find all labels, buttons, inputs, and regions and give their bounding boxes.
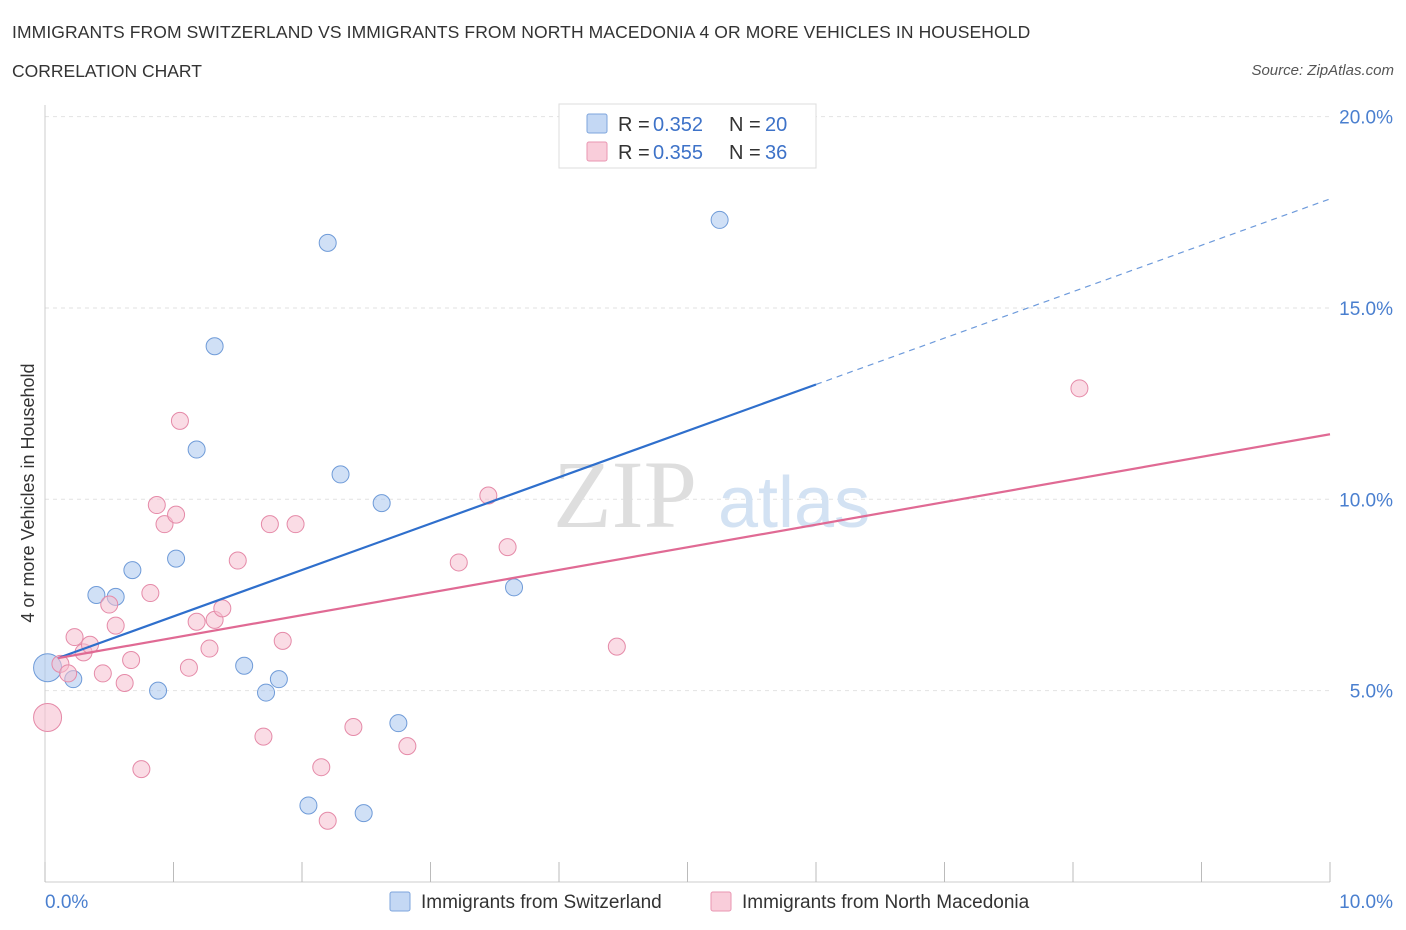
watermark-atlas: atlas	[718, 463, 870, 543]
point-north-macedonia	[273, 631, 292, 650]
point-north-macedonia	[167, 505, 186, 524]
point-north-macedonia	[318, 811, 337, 830]
trend-line-north-macedonia	[57, 433, 1331, 660]
bottom-legend-swatch-switzerland	[389, 891, 411, 912]
y-tick-labels: 5.0% 10.0% 15.0% 20.0%	[1339, 108, 1393, 703]
point-north-macedonia	[132, 760, 151, 779]
point-switzerland	[354, 804, 373, 823]
legend-n-label-1: N =	[729, 114, 761, 136]
point-switzerland	[149, 681, 168, 700]
point-north-macedonia	[115, 673, 134, 692]
legend-swatch-north-macedonia	[586, 141, 608, 162]
point-north-macedonia	[213, 599, 232, 618]
point-switzerland	[331, 465, 350, 484]
point-switzerland	[318, 233, 337, 252]
point-north-macedonia	[312, 758, 331, 777]
point-north-macedonia	[286, 515, 305, 534]
chart-subtitle: CORRELATION CHART	[12, 61, 202, 81]
y-axis-label: 4 or more Vehicles in Household	[18, 363, 38, 622]
point-north-macedonia	[33, 702, 63, 732]
bottom-legend-label-switzerland: Immigrants from Switzerland	[421, 892, 662, 913]
point-switzerland	[269, 670, 288, 689]
point-north-macedonia	[187, 612, 206, 631]
bottom-legend-swatch-north-macedonia	[710, 891, 732, 912]
legend-r-label-1: R =	[618, 114, 650, 136]
point-north-macedonia	[179, 658, 198, 677]
axes	[44, 105, 1331, 883]
x-tick-label: 10.0%	[1339, 892, 1393, 913]
point-north-macedonia	[122, 651, 141, 670]
point-switzerland	[123, 561, 142, 580]
legend-n-value-2: 36	[765, 142, 787, 164]
point-north-macedonia	[59, 664, 78, 683]
point-north-macedonia	[254, 727, 273, 746]
stats-legend: R = 0.352 N = 20 R = 0.355 N = 36	[558, 103, 817, 169]
point-north-macedonia	[449, 553, 468, 572]
trend-line-switzerland	[57, 383, 817, 660]
point-north-macedonia	[170, 411, 189, 430]
point-switzerland	[372, 494, 391, 513]
point-switzerland	[710, 210, 729, 229]
point-switzerland	[389, 714, 408, 733]
point-north-macedonia	[141, 584, 160, 603]
point-north-macedonia	[155, 515, 174, 534]
point-north-macedonia	[93, 664, 112, 683]
point-north-macedonia	[344, 718, 363, 737]
y-tick-label: 10.0%	[1339, 490, 1393, 511]
point-switzerland	[235, 656, 254, 675]
x-tick-label: 0.0%	[45, 892, 88, 913]
y-tick-label: 20.0%	[1339, 108, 1393, 129]
chart-title: IMMIGRANTS FROM SWITZERLAND VS IMMIGRANT…	[12, 22, 1031, 42]
trend-line-switzerland-extension	[815, 198, 1331, 386]
y-tick-label: 15.0%	[1339, 299, 1393, 320]
point-switzerland	[187, 440, 206, 459]
point-north-macedonia	[607, 637, 626, 656]
bottom-legend-label-north-macedonia: Immigrants from North Macedonia	[742, 892, 1030, 913]
source-credit: Source: ZipAtlas.com	[1251, 62, 1394, 79]
legend-r-value-2: 0.355	[653, 142, 703, 164]
legend-n-value-1: 20	[765, 114, 787, 136]
point-north-macedonia	[100, 595, 119, 614]
point-switzerland	[87, 585, 106, 604]
point-north-macedonia	[479, 486, 498, 505]
point-switzerland	[167, 549, 186, 568]
point-north-macedonia	[260, 515, 279, 534]
point-north-macedonia	[1070, 379, 1089, 398]
point-north-macedonia	[65, 628, 84, 647]
legend-n-label-2: N =	[729, 142, 761, 164]
watermark-zip: ZIP	[553, 441, 697, 548]
point-north-macedonia	[147, 496, 166, 515]
watermark: ZIP atlas	[553, 441, 870, 548]
point-north-macedonia	[398, 737, 417, 756]
grid-lines	[45, 116, 1330, 692]
point-north-macedonia	[200, 639, 219, 658]
point-north-macedonia	[106, 616, 125, 635]
series-legend: Immigrants from Switzerland Immigrants f…	[389, 891, 1030, 913]
point-switzerland	[257, 683, 276, 702]
x-tick-labels: 0.0% 10.0%	[45, 892, 1393, 913]
trend-lines	[57, 198, 1331, 660]
legend-swatch-switzerland	[586, 113, 608, 134]
data-points	[33, 210, 1089, 830]
legend-r-value-1: 0.352	[653, 114, 703, 136]
point-north-macedonia	[228, 551, 247, 570]
point-switzerland	[299, 796, 318, 815]
point-north-macedonia	[498, 538, 517, 557]
y-tick-label: 5.0%	[1350, 682, 1393, 703]
legend-r-label-2: R =	[618, 142, 650, 164]
point-switzerland	[505, 578, 524, 597]
point-switzerland	[205, 337, 224, 356]
